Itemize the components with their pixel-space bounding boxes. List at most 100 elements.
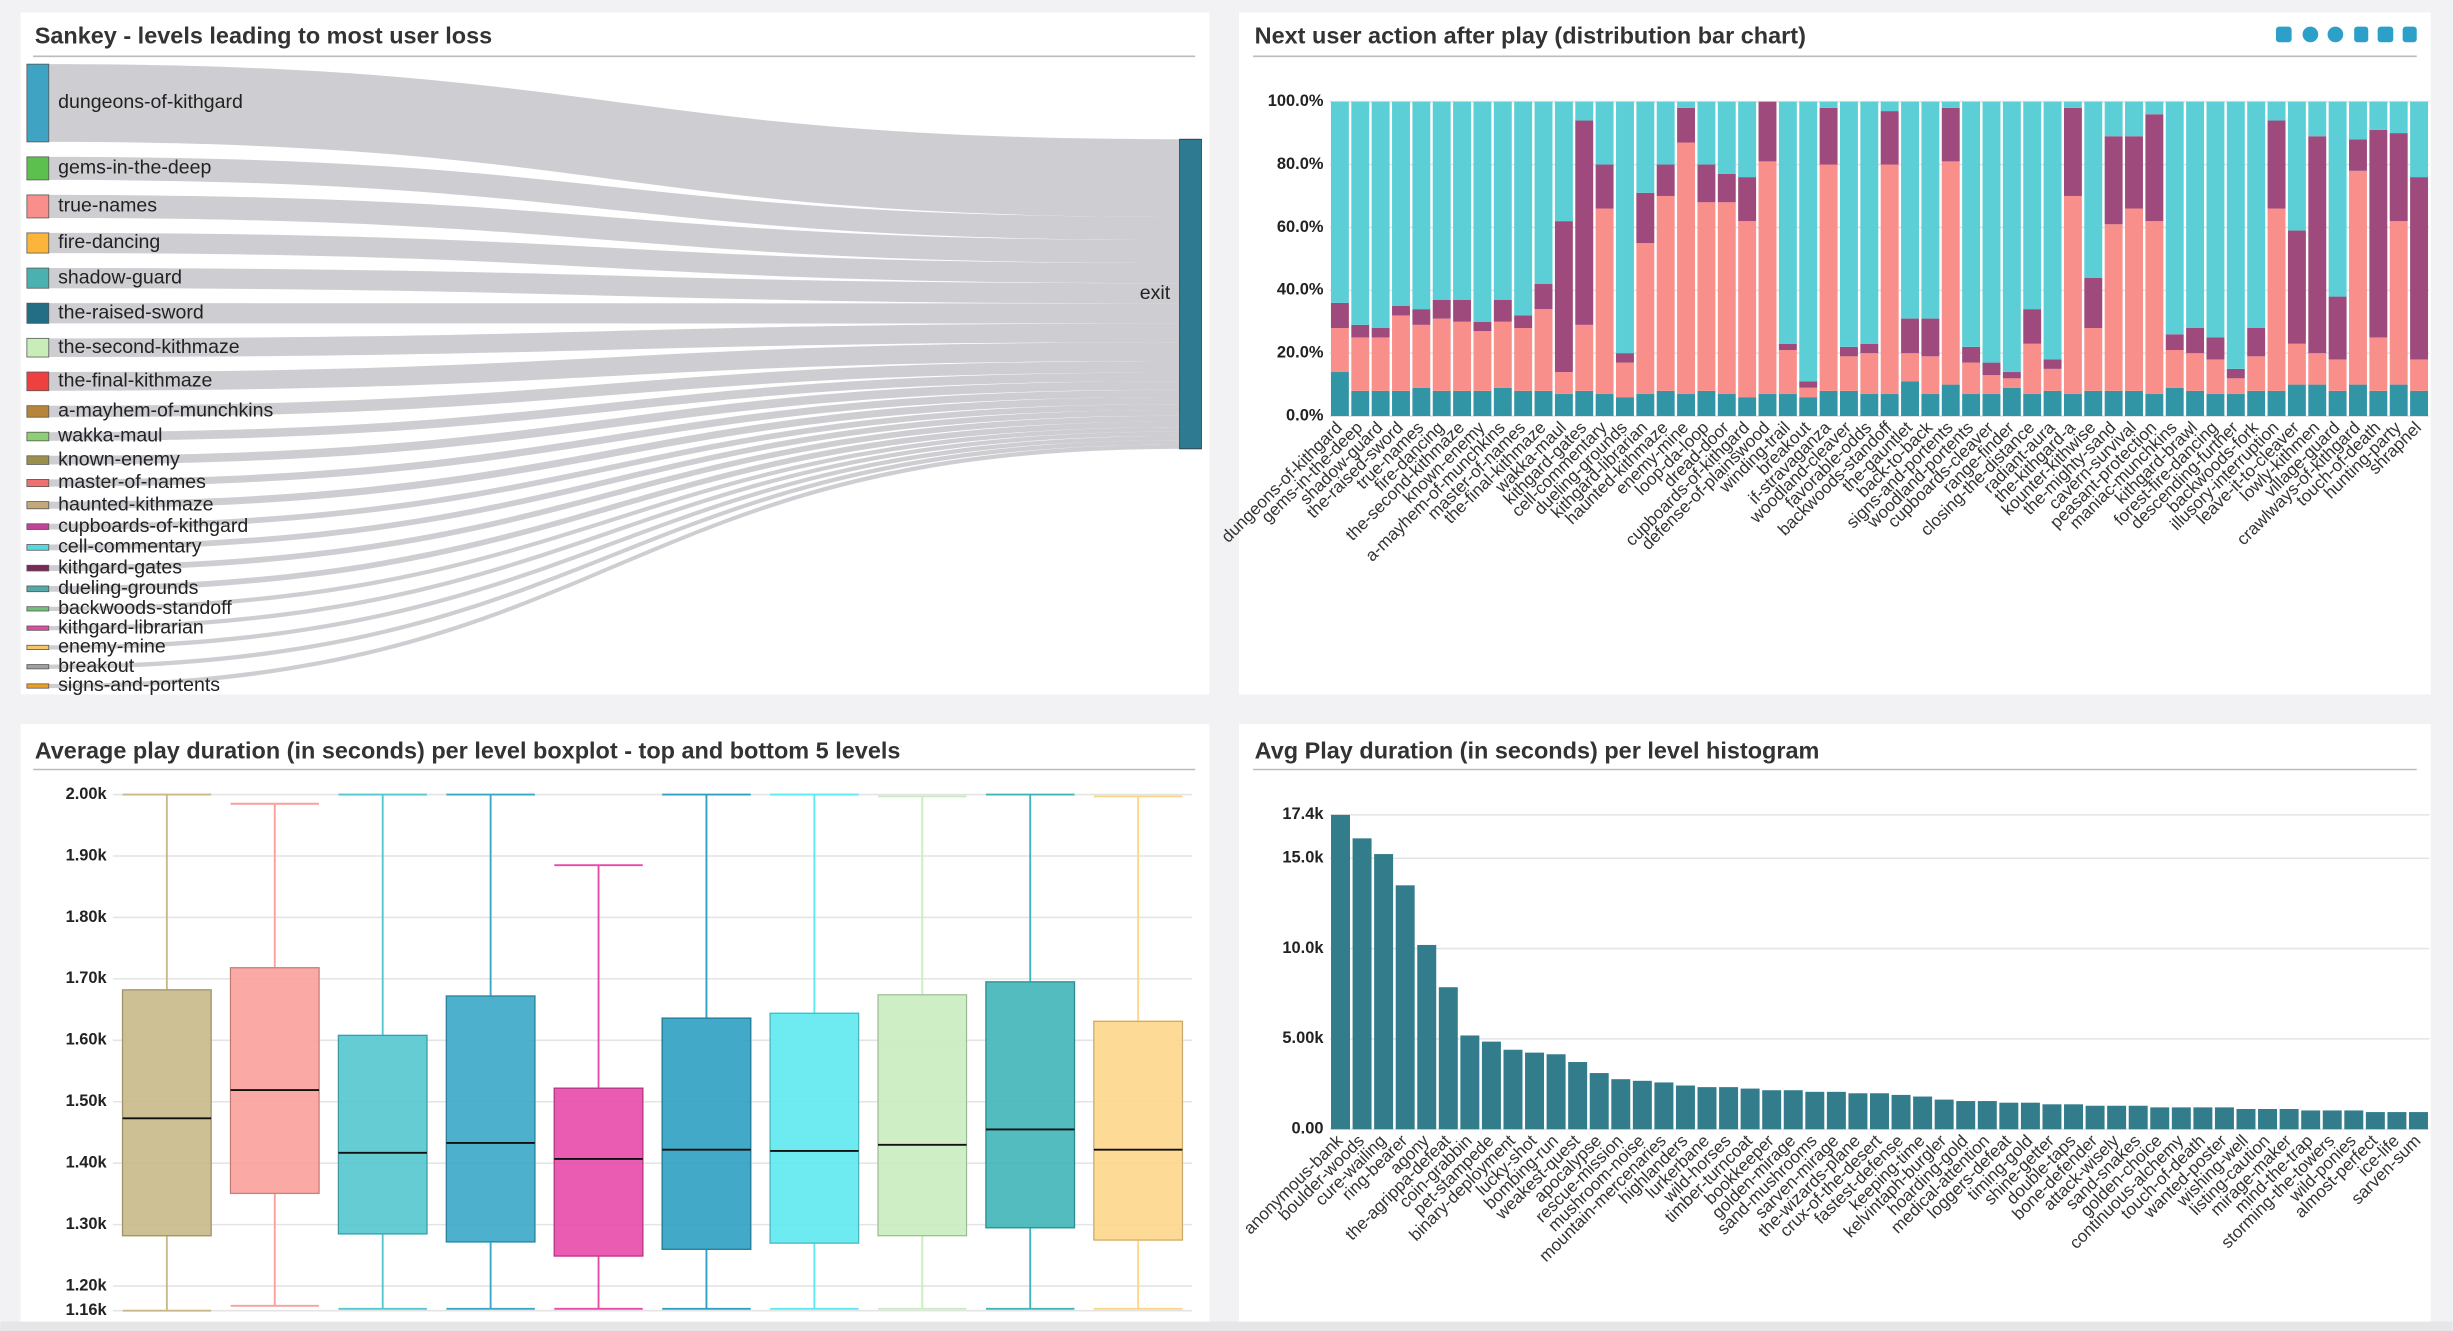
bar-segment [1534, 309, 1553, 391]
bar-segment [2267, 101, 2286, 121]
bar [1675, 1085, 1695, 1130]
y-tick-label: 1.16k [66, 1301, 108, 1319]
bar-segment [1962, 101, 1981, 347]
y-tick-label: 80.0% [1277, 155, 1324, 173]
bar-segment [1799, 397, 1818, 417]
bar-segment [1839, 356, 1858, 391]
bar-segment [2084, 277, 2103, 329]
bar-segment [2226, 378, 2245, 395]
bar-segment [1330, 372, 1349, 417]
move-icon[interactable] [2275, 26, 2292, 43]
bar [2258, 1109, 2278, 1130]
bar-segment [2410, 177, 2429, 360]
node-label: true-names [58, 195, 157, 217]
box-outline [553, 1087, 644, 1257]
bar-segment [2369, 129, 2388, 338]
info-icon[interactable] [2327, 26, 2344, 43]
bar-segment [1392, 306, 1410, 316]
bar-segment [2104, 101, 2123, 137]
y-tick-label: 1.30k [66, 1215, 108, 1233]
refresh-icon[interactable] [2302, 26, 2319, 43]
bar [1762, 1090, 1782, 1130]
y-tick-label: 100.0% [1268, 92, 1324, 110]
bar-segment [2043, 368, 2062, 391]
bar-segment [1677, 394, 1696, 417]
sankey-link [48, 427, 1180, 612]
bar-segment [1839, 346, 1858, 357]
bar-segment [2186, 353, 2205, 391]
y-tick-label: 1.90k [66, 846, 108, 864]
sankey-link [48, 415, 1180, 571]
bar [1956, 1101, 1976, 1130]
bar [2107, 1105, 2127, 1130]
bar-segment [1880, 111, 1899, 165]
bar-segment [1595, 394, 1614, 417]
sankey-node [26, 232, 50, 254]
node-label: dungeons-of-kithgard [58, 91, 243, 113]
bar-segment [2267, 208, 2286, 391]
box-outline [877, 994, 968, 1237]
chart-title: Sankey - levels leading to most user los… [35, 23, 493, 49]
sankey-node [26, 337, 50, 358]
box-outline [230, 967, 320, 1194]
bar [2193, 1107, 2213, 1130]
bar [1740, 1088, 1760, 1130]
edit-icon[interactable] [2354, 26, 2369, 43]
bar-segment [1880, 101, 1899, 112]
bar-segment [2308, 353, 2327, 385]
bar-segment [1351, 324, 1370, 338]
bar-segment [1758, 161, 1777, 395]
bar-segment [2002, 387, 2021, 417]
sankey-link [48, 444, 1180, 689]
bar-segment [1982, 362, 2001, 376]
close-icon[interactable] [2402, 26, 2417, 43]
bar [1460, 1035, 1480, 1130]
bar-segment [2104, 390, 2123, 417]
bar-segment [2226, 368, 2245, 379]
bar-segment [1616, 397, 1634, 417]
bar-segment [2145, 101, 2164, 115]
node-label: known-enemy [58, 448, 180, 470]
bar-segment [2328, 296, 2347, 360]
bar-segment [1453, 390, 1472, 417]
bar-segment [1656, 164, 1675, 196]
bar-segment [1412, 309, 1431, 325]
bar-segment [1677, 107, 1696, 143]
bar-segment [2043, 390, 2062, 417]
sankey-link [48, 372, 1180, 441]
sankey-link [48, 232, 1180, 284]
bar [2387, 1112, 2407, 1130]
bar-segment [2389, 384, 2408, 417]
bar [1697, 1087, 1717, 1130]
bar-segment [1412, 387, 1431, 417]
sankey-node [26, 267, 50, 289]
node-label: enemy-mine [58, 636, 166, 658]
bar-segment [1371, 337, 1390, 391]
bar-segment [1901, 353, 1919, 382]
bar-segment [2023, 309, 2042, 344]
bar-segment [1473, 331, 1492, 391]
bar-segment [2186, 390, 2205, 417]
sankey-node [26, 564, 50, 572]
bar-segment [1330, 328, 1349, 373]
bar-segment [2165, 334, 2184, 351]
box [661, 1017, 752, 1251]
share-icon[interactable] [2377, 26, 2394, 43]
bar-segment [2267, 390, 2286, 417]
bar [1805, 1091, 1825, 1130]
bar-segment [2349, 384, 2367, 417]
bar-segment [1514, 101, 1533, 316]
bar [1913, 1096, 1933, 1130]
bar-segment [1392, 390, 1410, 417]
bar-segment [2389, 101, 2408, 134]
bar [2171, 1107, 2191, 1130]
bar-segment [2349, 101, 2367, 140]
bar-segment [1962, 346, 1981, 363]
sankey-node [26, 63, 50, 143]
bar-segment [2308, 136, 2327, 354]
bar-segment [1880, 394, 1899, 417]
sankey-node [26, 523, 50, 530]
node-label: wakka-maul [57, 425, 162, 447]
sankey-node [26, 156, 50, 181]
